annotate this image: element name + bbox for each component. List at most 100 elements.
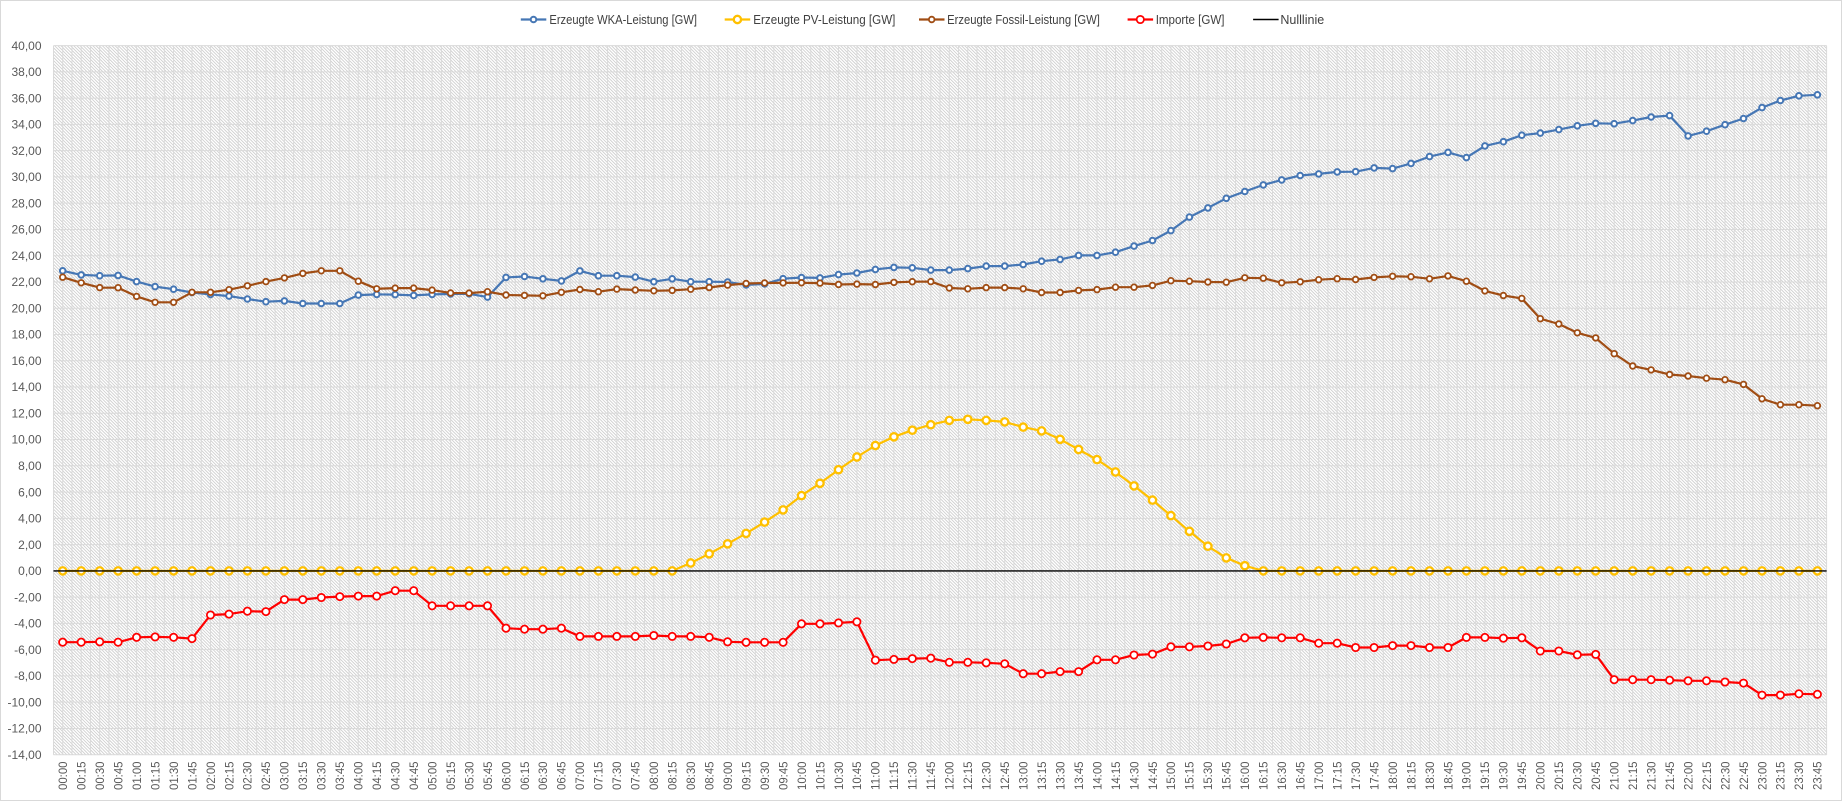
svg-text:03:45: 03:45 [333, 761, 347, 790]
svg-text:03:30: 03:30 [315, 761, 329, 790]
svg-text:16:30: 16:30 [1275, 761, 1289, 790]
svg-text:11:15: 11:15 [887, 761, 901, 790]
svg-text:07:00: 07:00 [573, 761, 587, 790]
svg-text:20:15: 20:15 [1552, 761, 1566, 790]
svg-text:04:45: 04:45 [407, 761, 421, 790]
svg-text:13:00: 13:00 [1017, 761, 1031, 790]
svg-text:15:00: 15:00 [1164, 761, 1178, 790]
svg-text:05:30: 05:30 [462, 761, 476, 790]
svg-text:00:45: 00:45 [111, 761, 125, 790]
svg-text:05:45: 05:45 [481, 761, 495, 790]
svg-text:14:00: 14:00 [1090, 761, 1104, 790]
svg-text:21:30: 21:30 [1644, 761, 1658, 790]
svg-text:12:00: 12:00 [943, 761, 957, 790]
svg-text:-10,00: -10,00 [7, 695, 41, 709]
svg-text:19:45: 19:45 [1515, 761, 1529, 790]
svg-text:19:00: 19:00 [1460, 761, 1474, 790]
svg-text:22:30: 22:30 [1718, 761, 1732, 790]
svg-text:22:15: 22:15 [1700, 761, 1714, 790]
svg-text:-4,00: -4,00 [14, 617, 42, 631]
svg-text:06:30: 06:30 [536, 761, 550, 790]
svg-text:00:30: 00:30 [93, 761, 107, 790]
svg-text:21:15: 21:15 [1626, 761, 1640, 790]
svg-text:15:15: 15:15 [1183, 761, 1197, 790]
svg-text:17:30: 17:30 [1349, 761, 1363, 790]
svg-text:30,00: 30,00 [11, 170, 41, 184]
svg-text:Importe [GW]: Importe [GW] [1156, 13, 1225, 27]
svg-text:02:30: 02:30 [241, 761, 255, 790]
svg-text:-14,00: -14,00 [7, 748, 41, 762]
svg-text:-2,00: -2,00 [14, 590, 42, 604]
svg-text:17:00: 17:00 [1312, 761, 1326, 790]
svg-text:05:15: 05:15 [444, 761, 458, 790]
svg-text:12:30: 12:30 [980, 761, 994, 790]
svg-text:-12,00: -12,00 [7, 722, 41, 736]
svg-text:22,00: 22,00 [11, 275, 41, 289]
svg-text:28,00: 28,00 [11, 196, 41, 210]
svg-text:13:15: 13:15 [1035, 761, 1049, 790]
svg-text:40,00: 40,00 [11, 39, 41, 53]
svg-text:18:00: 18:00 [1386, 761, 1400, 790]
svg-text:38,00: 38,00 [11, 65, 41, 79]
svg-text:07:15: 07:15 [592, 761, 606, 790]
svg-text:14:30: 14:30 [1127, 761, 1141, 790]
svg-text:04:15: 04:15 [370, 761, 384, 790]
svg-text:10:00: 10:00 [795, 761, 809, 790]
svg-text:20,00: 20,00 [11, 301, 41, 315]
svg-text:17:45: 17:45 [1367, 761, 1381, 790]
svg-text:22:45: 22:45 [1737, 761, 1751, 790]
svg-text:01:00: 01:00 [130, 761, 144, 790]
svg-text:26,00: 26,00 [11, 223, 41, 237]
svg-text:09:00: 09:00 [721, 761, 735, 790]
svg-text:13:45: 13:45 [1072, 761, 1086, 790]
svg-text:14:15: 14:15 [1109, 761, 1123, 790]
svg-text:07:45: 07:45 [629, 761, 643, 790]
svg-text:05:00: 05:00 [425, 761, 439, 790]
svg-text:16:00: 16:00 [1238, 761, 1252, 790]
svg-text:06:15: 06:15 [518, 761, 532, 790]
svg-text:23:00: 23:00 [1755, 761, 1769, 790]
svg-text:18,00: 18,00 [11, 328, 41, 342]
svg-text:12,00: 12,00 [11, 407, 41, 421]
svg-text:06:00: 06:00 [499, 761, 513, 790]
svg-text:04:30: 04:30 [389, 761, 403, 790]
svg-text:2,00: 2,00 [18, 538, 42, 552]
svg-text:15:45: 15:45 [1220, 761, 1234, 790]
svg-text:09:15: 09:15 [739, 761, 753, 790]
svg-text:11:00: 11:00 [869, 761, 883, 790]
svg-text:20:45: 20:45 [1589, 761, 1603, 790]
svg-text:01:15: 01:15 [148, 761, 162, 790]
svg-text:01:30: 01:30 [167, 761, 181, 790]
svg-text:-8,00: -8,00 [14, 669, 42, 683]
svg-text:20:00: 20:00 [1534, 761, 1548, 790]
svg-text:15:30: 15:30 [1201, 761, 1215, 790]
svg-text:08:00: 08:00 [647, 761, 661, 790]
svg-text:11:30: 11:30 [906, 761, 920, 790]
svg-text:07:30: 07:30 [610, 761, 624, 790]
svg-text:Nulllinie: Nulllinie [1280, 13, 1324, 27]
svg-text:17:15: 17:15 [1331, 761, 1345, 790]
svg-text:03:00: 03:00 [278, 761, 292, 790]
svg-text:02:15: 02:15 [222, 761, 236, 790]
svg-text:12:15: 12:15 [961, 761, 975, 790]
svg-text:01:45: 01:45 [185, 761, 199, 790]
svg-text:Erzeugte PV-Leistung [GW]: Erzeugte PV-Leistung [GW] [753, 13, 895, 27]
svg-text:16:45: 16:45 [1294, 761, 1308, 790]
svg-text:23:45: 23:45 [1811, 761, 1825, 790]
svg-text:36,00: 36,00 [11, 91, 41, 105]
svg-text:13:30: 13:30 [1053, 761, 1067, 790]
svg-text:09:45: 09:45 [776, 761, 790, 790]
svg-text:00:15: 00:15 [75, 761, 89, 790]
svg-text:24,00: 24,00 [11, 249, 41, 263]
svg-text:18:45: 18:45 [1441, 761, 1455, 790]
svg-text:19:15: 19:15 [1478, 761, 1492, 790]
svg-text:6,00: 6,00 [18, 485, 42, 499]
svg-text:4,00: 4,00 [18, 512, 42, 526]
svg-text:34,00: 34,00 [11, 118, 41, 132]
svg-text:10:30: 10:30 [832, 761, 846, 790]
svg-text:14:45: 14:45 [1146, 761, 1160, 790]
svg-text:23:30: 23:30 [1792, 761, 1806, 790]
svg-text:32,00: 32,00 [11, 144, 41, 158]
svg-text:10:45: 10:45 [850, 761, 864, 790]
svg-text:06:45: 06:45 [555, 761, 569, 790]
